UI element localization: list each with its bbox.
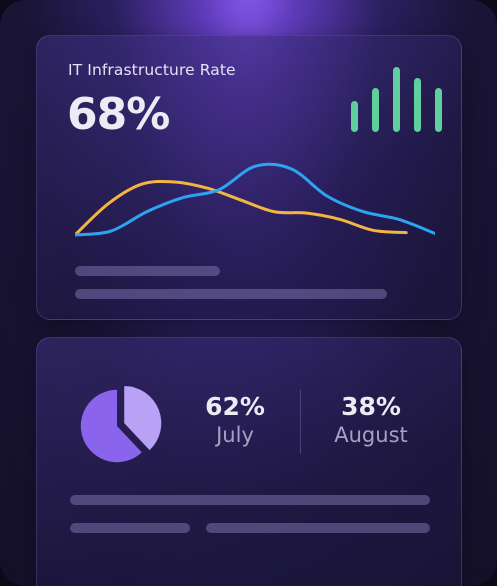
stat-august-value: 38% — [341, 392, 401, 421]
mini-bar-chart-icon — [347, 62, 442, 132]
placeholder-line-right — [206, 523, 430, 533]
pie-chart — [80, 386, 162, 463]
infrastructure-percent: 68% — [67, 89, 170, 140]
placeholder-line-long — [75, 289, 387, 299]
pie-slice-0 — [80, 389, 142, 463]
pie-slice-1 — [124, 386, 162, 451]
stat-july-label: July — [216, 423, 254, 447]
placeholder-line-left — [70, 523, 190, 533]
mini-bar — [372, 88, 379, 132]
stat-july-value: 62% — [205, 392, 265, 421]
mini-bar — [435, 88, 442, 132]
mini-bar — [351, 101, 358, 132]
stat-divider — [300, 390, 301, 454]
line-series-1 — [75, 162, 435, 237]
trend-line-chart — [75, 162, 435, 237]
line-series-0 — [75, 179, 408, 237]
placeholder-line-full — [70, 495, 430, 505]
infrastructure-rate-card[interactable]: IT Infrastructure Rate 68% — [36, 35, 462, 320]
placeholder-line-short — [75, 266, 220, 276]
stat-august-label: August — [334, 423, 408, 447]
mini-bar — [414, 78, 421, 132]
card-title: IT Infrastructure Rate — [68, 61, 236, 79]
monthly-split-card[interactable]: 62% July 38% August — [36, 337, 462, 586]
stat-july: 62% July — [180, 392, 290, 447]
mini-bar — [393, 67, 400, 132]
stat-august: 38% August — [316, 392, 426, 447]
